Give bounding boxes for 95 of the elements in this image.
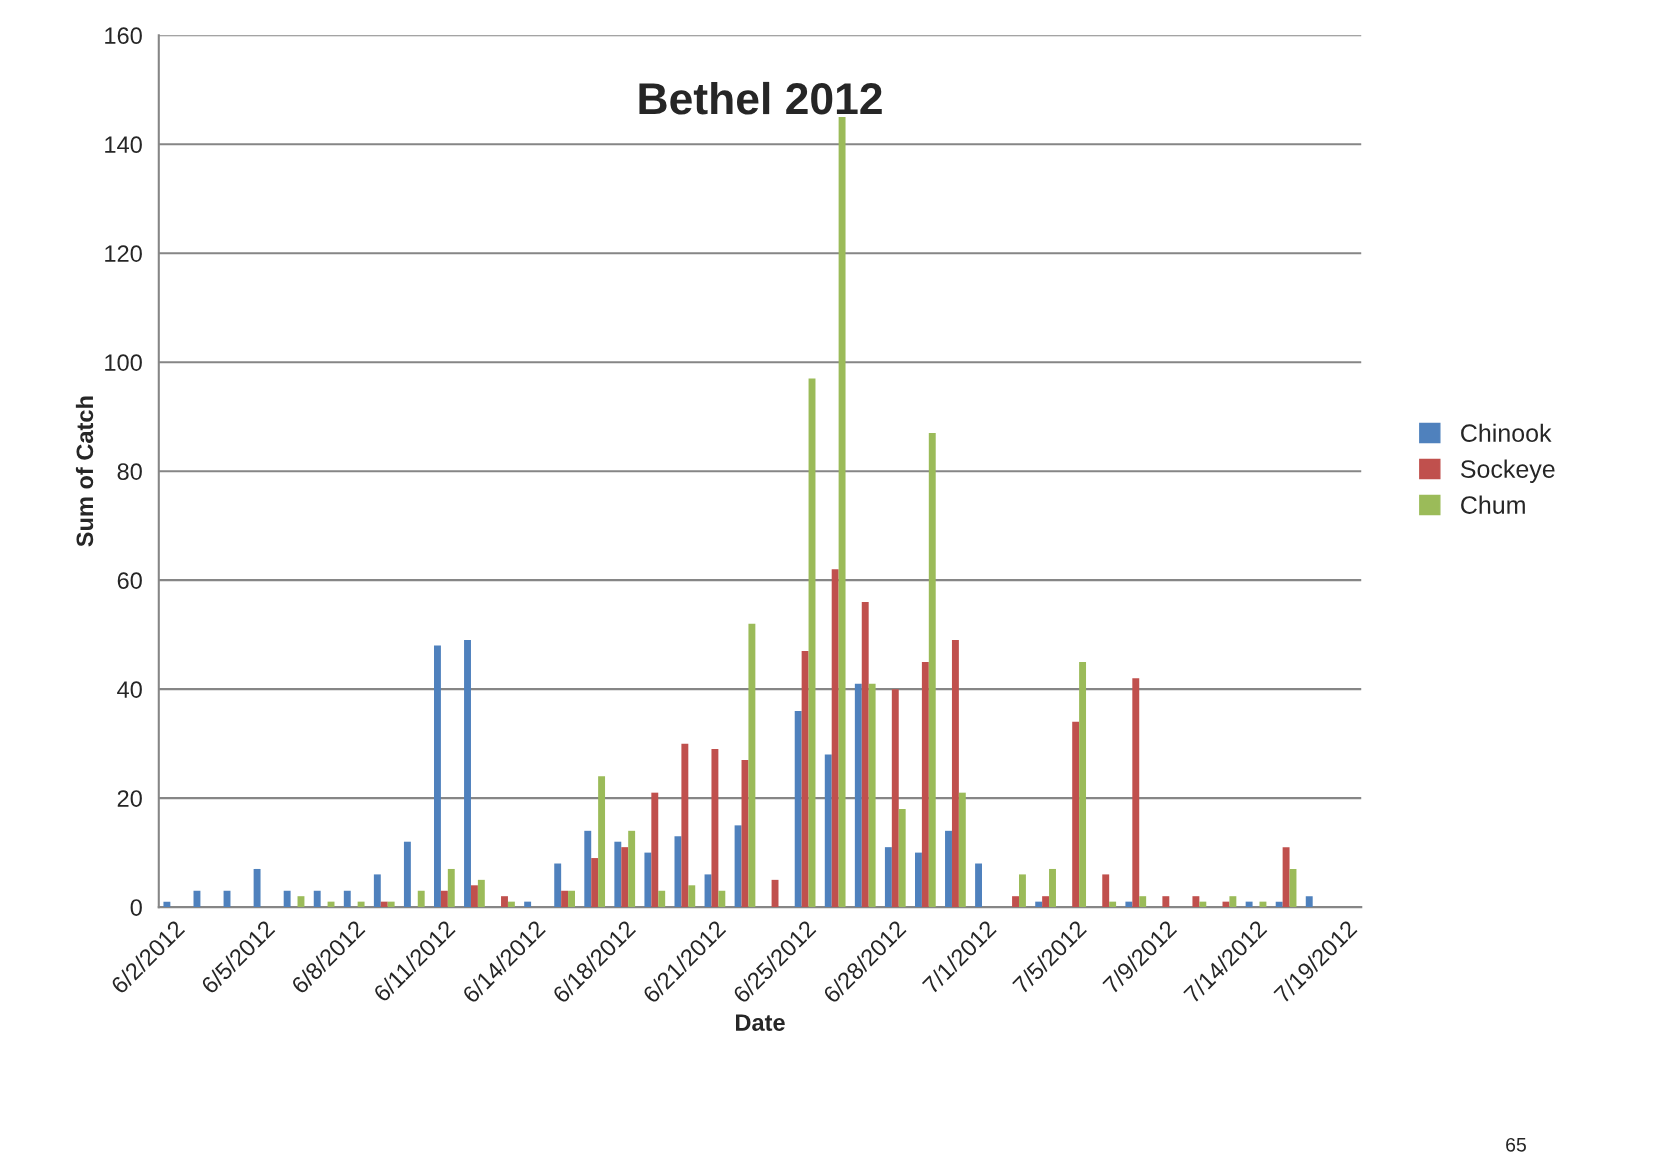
bar — [824, 754, 832, 908]
bar — [914, 852, 922, 908]
bar — [1132, 678, 1140, 908]
bar — [734, 825, 742, 908]
bar — [928, 433, 936, 908]
bar — [313, 890, 321, 908]
bar — [1125, 901, 1133, 908]
bar — [387, 901, 395, 908]
bar — [403, 841, 411, 908]
bar — [163, 901, 171, 908]
bar — [958, 792, 966, 908]
bar — [554, 863, 562, 908]
bar — [598, 776, 606, 908]
bar — [688, 885, 696, 908]
bar — [838, 116, 846, 908]
bar — [921, 661, 929, 908]
bar — [1275, 901, 1283, 908]
bar — [524, 901, 532, 908]
y-tick-label: 120 — [105, 245, 142, 262]
bar — [771, 879, 779, 908]
bar — [658, 890, 666, 908]
bar — [373, 874, 381, 908]
y-tick-label: 40 — [117, 681, 142, 698]
y-tick-label: 160 — [105, 27, 142, 45]
legend-label: Chum — [1461, 495, 1525, 514]
bar — [1012, 896, 1019, 908]
bar — [681, 743, 689, 908]
bar — [1139, 896, 1147, 908]
y-tick-label: 140 — [105, 136, 142, 154]
bar — [628, 830, 636, 908]
bar — [831, 569, 839, 908]
bar — [891, 689, 899, 908]
bar — [440, 890, 448, 908]
bar — [283, 890, 291, 908]
bar — [417, 890, 425, 908]
bar — [861, 601, 869, 908]
bar — [1259, 901, 1267, 908]
y-tick-label: 60 — [117, 572, 142, 589]
bar — [884, 847, 892, 908]
bar — [1305, 896, 1313, 908]
legend-label: Sockeye — [1460, 459, 1555, 483]
bar — [253, 868, 261, 908]
bar — [507, 901, 515, 908]
bar — [1245, 901, 1253, 908]
bar — [898, 809, 906, 908]
bar — [868, 683, 876, 908]
bar — [1035, 901, 1043, 908]
x-axis-title: Date — [736, 1014, 785, 1031]
text: 65 — [1506, 1137, 1526, 1152]
bar — [945, 830, 952, 908]
bar — [584, 830, 592, 908]
bar — [711, 749, 719, 908]
y-axis-title: Sum of Catch — [75, 396, 94, 547]
y-tick-label: 80 — [117, 463, 142, 480]
bar — [343, 890, 351, 908]
bar — [477, 879, 485, 908]
bar — [801, 650, 809, 908]
legend-label: Chinook — [1461, 423, 1552, 443]
bar — [1072, 721, 1080, 908]
bar — [951, 640, 959, 908]
bar — [748, 623, 756, 908]
bar — [464, 640, 471, 908]
bar — [621, 847, 629, 908]
bar — [1102, 874, 1110, 908]
bar — [975, 863, 983, 908]
bar — [614, 841, 622, 908]
bar — [1229, 896, 1237, 908]
bar — [854, 683, 862, 908]
bar — [1049, 868, 1056, 908]
y-tick-label: 20 — [117, 790, 142, 807]
bar — [644, 852, 652, 908]
bar — [651, 792, 659, 908]
bar — [1162, 896, 1170, 908]
bar — [718, 890, 726, 908]
bar — [1109, 901, 1117, 908]
text: Bethel 2012 — [639, 81, 882, 115]
bar — [434, 645, 441, 908]
bar — [1042, 896, 1050, 908]
bar — [501, 896, 508, 908]
bar — [1018, 874, 1026, 908]
bar — [1079, 661, 1087, 908]
bar — [561, 890, 569, 908]
bar — [591, 858, 599, 908]
bar — [568, 890, 575, 908]
bar — [794, 710, 802, 908]
bar — [1192, 896, 1200, 908]
bar — [357, 901, 365, 908]
y-tick-label: 0 — [130, 899, 142, 916]
bar — [1199, 901, 1207, 908]
bar — [674, 836, 682, 908]
bar — [380, 901, 388, 908]
bar — [1282, 847, 1290, 908]
bar — [447, 868, 455, 908]
bar — [470, 885, 478, 908]
y-tick-label: 100 — [105, 354, 142, 371]
